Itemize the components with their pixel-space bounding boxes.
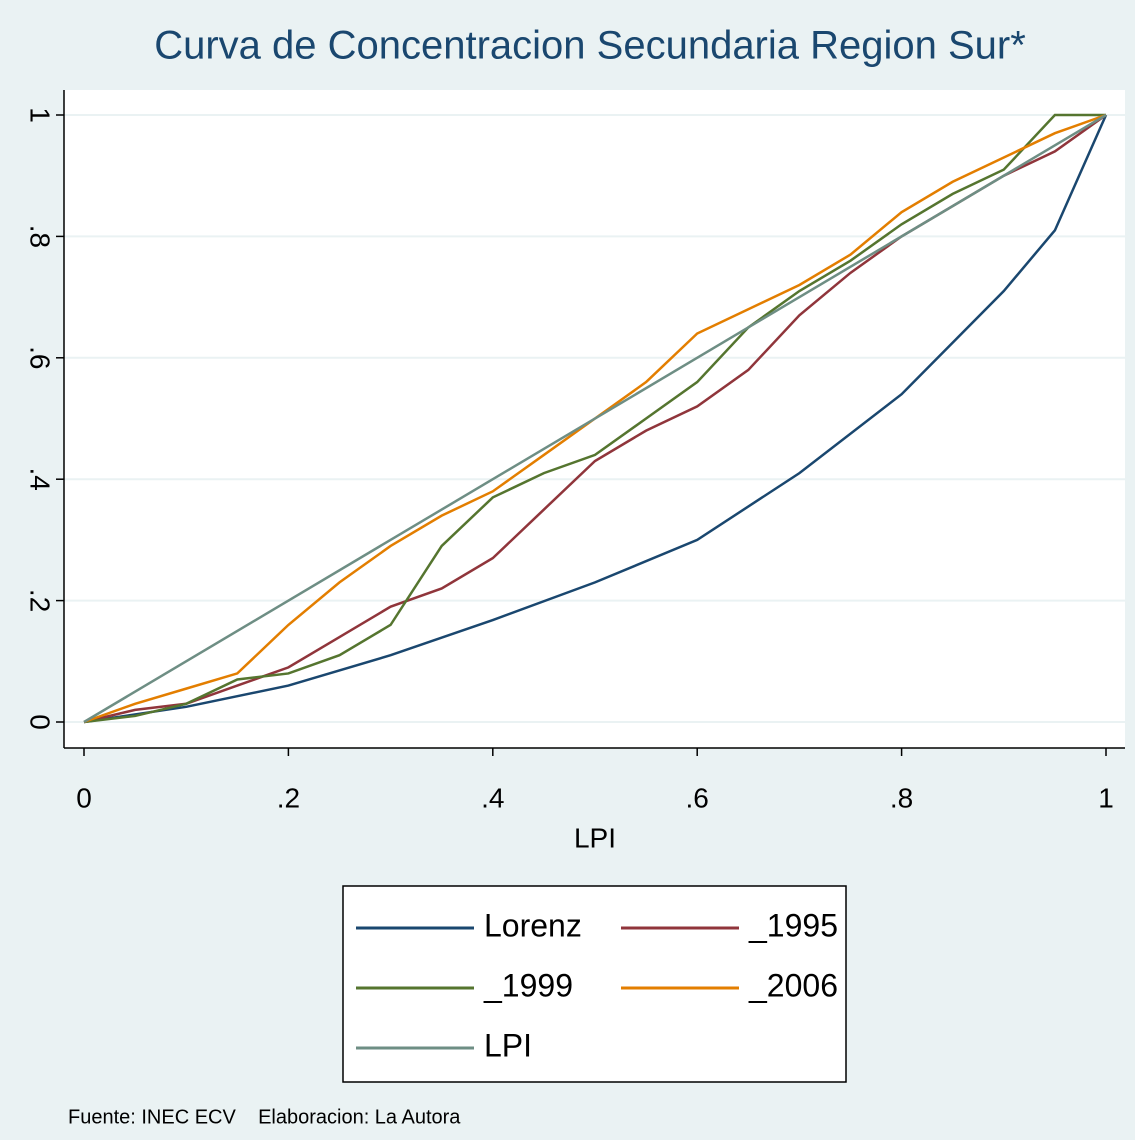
legend-label: Lorenz <box>484 907 582 943</box>
x-tick-label: .6 <box>686 782 709 813</box>
x-tick-label: .8 <box>890 782 913 813</box>
series-line <box>83 113 1107 724</box>
y-tick-label: .8 <box>25 225 56 248</box>
series-line <box>83 114 1108 724</box>
chart-title: Curva de Concentracion Secundaria Region… <box>154 24 1026 68</box>
x-tick-label: 0 <box>76 782 92 813</box>
y-tick-label: 1 <box>25 107 56 123</box>
y-tick-label: .2 <box>25 589 56 612</box>
y-tick-label: .6 <box>25 346 56 369</box>
x-tick-label: .4 <box>481 782 504 813</box>
legend-label: LPI <box>484 1027 532 1063</box>
legend-label: _1999 <box>483 967 573 1003</box>
x-tick-label: 1 <box>1098 782 1114 813</box>
note: Fuente: INEC ECV Elaboracion: La Autora <box>68 1106 461 1128</box>
x-tick-label: .2 <box>277 782 300 813</box>
series-line <box>83 113 1106 724</box>
y-tick-label: .4 <box>25 468 56 491</box>
legend-label: _2006 <box>748 967 838 1003</box>
x-axis-label: LPI <box>574 822 616 853</box>
y-tick-label: 0 <box>25 714 56 730</box>
legend-label: _1995 <box>748 907 838 943</box>
